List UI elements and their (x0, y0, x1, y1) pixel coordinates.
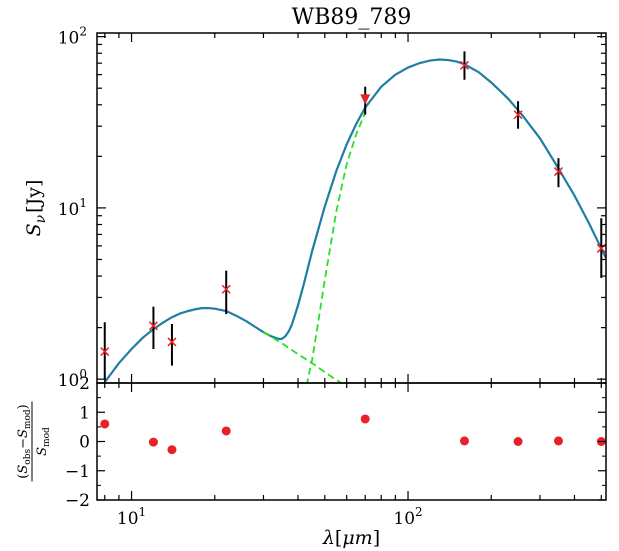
frac-paren: ( (16, 474, 31, 479)
xlabel-unit: μm (342, 527, 372, 549)
residual-y-label: (Sobs−Smod)Smod (16, 401, 52, 482)
model-total-line (103, 58, 606, 383)
bottom-axes-frame (96, 382, 607, 501)
tick-exponent: 1 (139, 505, 147, 519)
y-tick-label: 1 (79, 403, 90, 423)
data-point-cross (553, 167, 563, 177)
residual-label-denominator: Smod (35, 427, 52, 456)
residual-panel (96, 382, 607, 501)
tick-exponent: 1 (79, 196, 87, 210)
x-axis-label: λ[μm] (322, 527, 380, 549)
residual-point (167, 445, 177, 455)
y-tick-label: 101 (58, 196, 87, 220)
tick-base: 10 (58, 29, 80, 49)
data-point-cross (221, 284, 231, 294)
tick-base: 10 (58, 200, 80, 220)
bottom-plot-area (100, 414, 606, 455)
ylabel-unit: [Jy] (23, 180, 45, 213)
tick-base: 10 (117, 509, 139, 529)
residual-label-numerator: (Sobs−Smod) (16, 404, 33, 478)
model-cold-component (306, 112, 367, 383)
ylabel-sub: ν (33, 214, 49, 223)
y-tick-label: 2 (79, 374, 90, 394)
cross-stroke (148, 321, 158, 331)
x-tick-label: 102 (393, 505, 422, 529)
x-tick-label: 101 (117, 505, 146, 529)
tick-exponent: 0 (79, 367, 87, 381)
tick-exponent: 2 (415, 505, 423, 519)
ylabel-main: S (23, 223, 45, 236)
data-point-cross (459, 60, 470, 70)
residual-point (100, 419, 110, 429)
upper-limit-marker (360, 94, 371, 105)
frac-s: S (35, 447, 50, 456)
data-point-cross (148, 321, 158, 331)
model-warm-component (262, 331, 344, 383)
y-tick-label: 0 (79, 433, 90, 453)
y-tick-label: −2 (65, 491, 90, 511)
cross-stroke (459, 60, 470, 70)
frac-sub: obs (23, 449, 33, 465)
frac-s: S (16, 429, 31, 438)
frac-paren: ) (16, 404, 31, 409)
tick-exponent: 2 (79, 25, 87, 39)
frac-sub: mod (23, 409, 33, 429)
residual-point (459, 436, 469, 446)
frac-s: S (16, 465, 31, 474)
cross-stroke (167, 337, 177, 347)
xlabel-bracket: [ (335, 527, 342, 549)
y-tick-label: −1 (65, 462, 90, 482)
top-axes-frame (96, 32, 607, 384)
data-point-cross (167, 337, 177, 347)
residual-point (148, 437, 158, 447)
frac-minus: − (16, 438, 31, 449)
residual-point (360, 414, 370, 424)
cross-stroke (553, 167, 563, 177)
chart-title: WB89_789 (292, 5, 412, 30)
xlabel-bracket: ] (373, 527, 380, 549)
tick-base: 10 (393, 509, 415, 529)
frac-sub: mod (42, 427, 52, 447)
residual-point (221, 426, 231, 436)
y-tick-label: 100 (58, 367, 87, 391)
y-tick-label: 102 (58, 25, 87, 49)
sed-panel (96, 32, 607, 384)
residual-point (553, 436, 563, 446)
y-axis-label: Sν[Jy] (23, 180, 49, 237)
xlabel-symbol: λ (322, 527, 335, 549)
data-point-cross (100, 347, 110, 357)
cross-stroke (100, 347, 110, 357)
tick-base: 10 (58, 371, 80, 391)
cross-stroke (513, 110, 523, 120)
cross-stroke (221, 284, 231, 294)
data-point-cross (513, 110, 523, 120)
top-plot-area (100, 51, 606, 383)
residual-point (513, 437, 523, 446)
